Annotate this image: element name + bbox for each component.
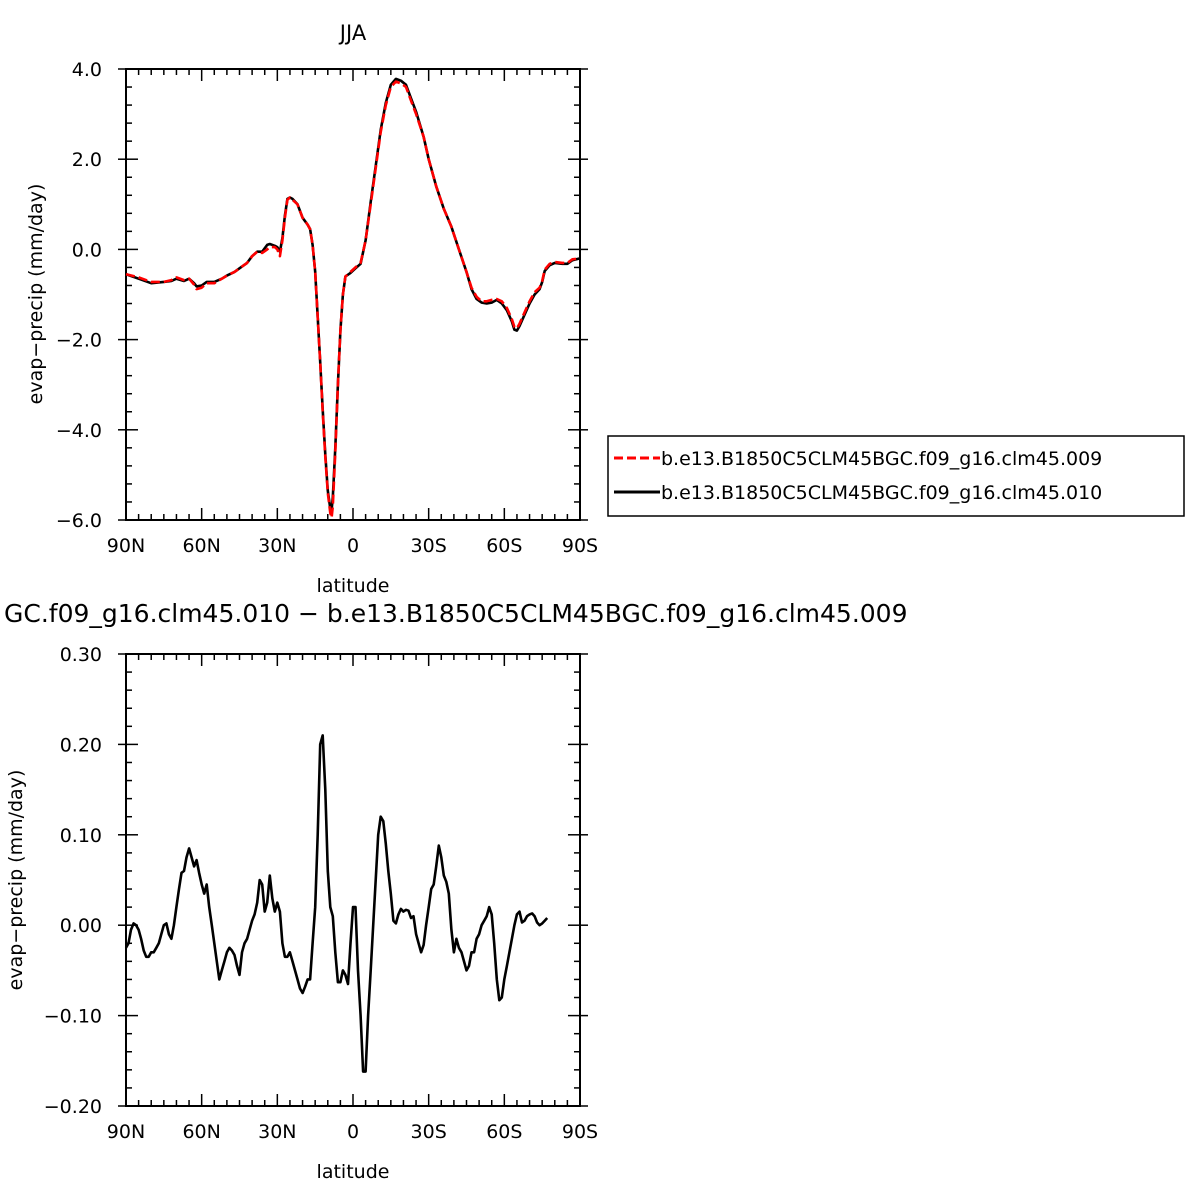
top-x-tick-label: 60S [486,535,522,557]
top-y-tick-label: −4.0 [56,420,102,442]
top-x-axis-label: latitude [317,575,390,597]
bottom-ticks: 90N 60N 30N 0 30S 60S 90S 0.30 0.20 0.10 0.00 −0.10… [44,644,598,1143]
top-x-tick-label: 90S [562,535,598,557]
legend: b.e13.B1850C5CLM45BGC.f09_g16.clm45.009 … [607,435,1185,517]
bottom-plot-frame [125,653,581,1107]
bottom-x-tick-label: 0 [347,1121,359,1143]
top-x-tick-label: 60N [182,535,220,557]
bottom-x-axis-label: latitude [317,1161,390,1183]
bottom-y-tick-label: −0.20 [44,1096,102,1118]
top-y-tick-label: 0.0 [72,239,102,261]
bottom-y-tick-label: 0.30 [60,644,102,666]
top-y-axis-label: evap−precip (mm/day) [25,184,47,405]
bottom-x-tick-label: 30S [411,1121,447,1143]
bottom-x-tick-label: 90N [107,1121,145,1143]
top-chart-title: JJA [338,21,367,45]
top-x-tick-label: 30N [258,535,296,557]
bottom-x-tick-label: 30N [258,1121,296,1143]
bottom-chart-title: GC.f09_g16.clm45.010 − b.e13.B1850C5CLM4… [4,599,907,628]
bottom-y-axis-label: evap−precip (mm/day) [5,770,27,991]
bottom-series [124,734,549,1073]
legend-label-010: b.e13.B1850C5CLM45BGC.f09_g16.clm45.010 [661,482,1102,504]
bottom-x-tick-label: 90S [562,1121,598,1143]
bottom-panel: GC.f09_g16.clm45.010 − b.e13.B1850C5CLM4… [4,599,907,1183]
bottom-y-tick-label: 0.10 [60,825,102,847]
top-series-line-0 [125,80,581,519]
bottom-y-tick-label: 0.00 [60,915,102,937]
top-plot-frame [125,68,581,521]
top-series [125,77,581,519]
bottom-y-tick-label: 0.20 [60,734,102,756]
bottom-y-tick-label: −0.10 [44,1006,102,1028]
top-y-tick-label: 2.0 [72,149,102,171]
top-y-tick-label: −2.0 [56,330,102,352]
top-x-tick-label: 0 [347,535,359,557]
top-ticks: 90N 60N 30N 0 30S 60S 90S 4.0 2.0 0.0 −2.0 −4.0 −6.0 [56,59,598,557]
bottom-series-line-0 [124,734,549,1073]
top-y-tick-label: 4.0 [72,59,102,81]
bottom-x-tick-label: 60N [182,1121,220,1143]
top-y-tick-label: −6.0 [56,510,102,532]
legend-label-009: b.e13.B1850C5CLM45BGC.f09_g16.clm45.009 [661,448,1102,470]
legend-box [607,435,1185,517]
top-series-line-1 [125,77,581,512]
bottom-x-tick-label: 60S [486,1121,522,1143]
top-x-tick-label: 90N [107,535,145,557]
top-x-tick-label: 30S [411,535,447,557]
top-panel: JJA 90N 60N 30N 0 30S 60S 90S 4.0 2.0 0.0 −2.0 −4.0… [25,21,598,597]
